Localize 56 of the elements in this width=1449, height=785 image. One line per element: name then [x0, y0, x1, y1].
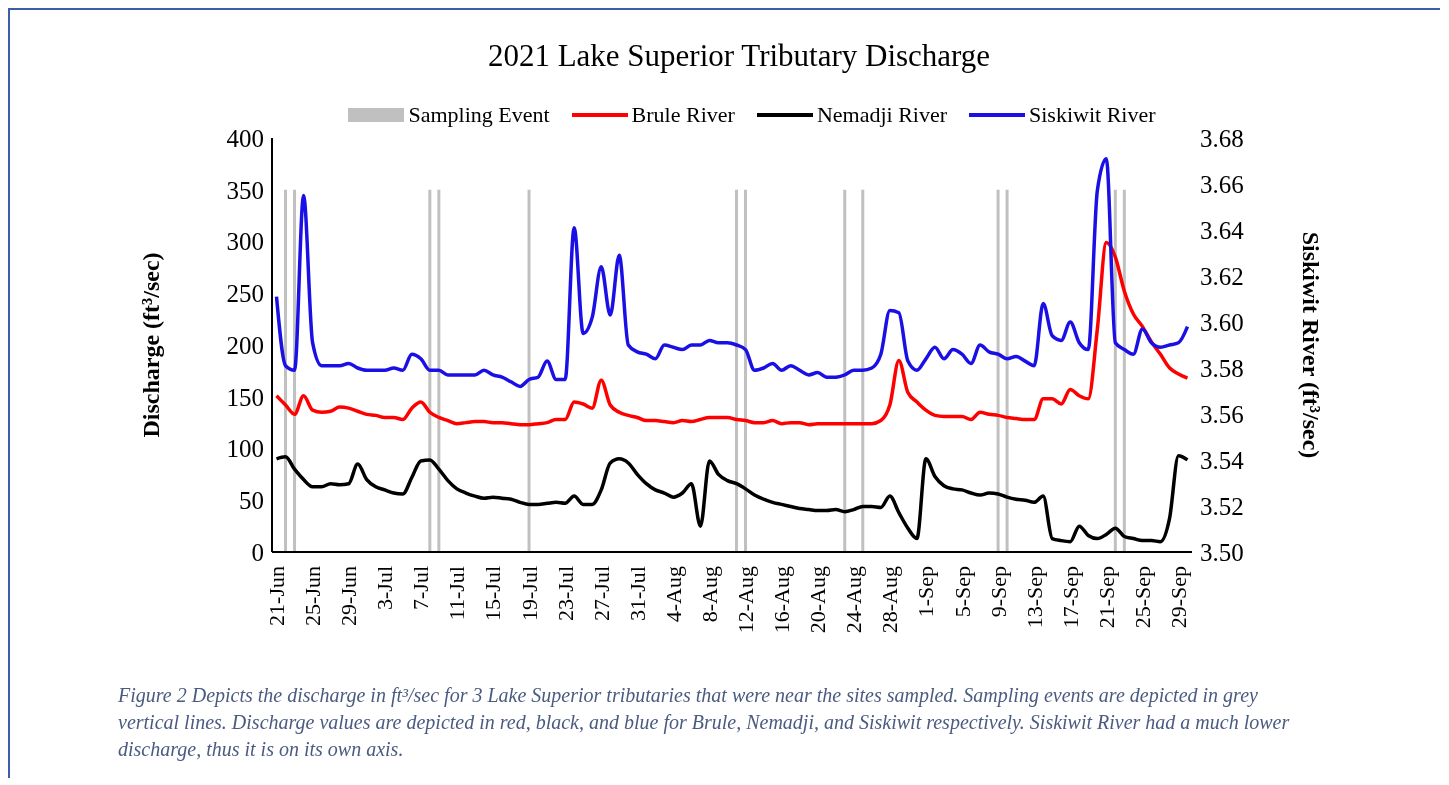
y2-tick-label: 3.50 [1200, 538, 1244, 566]
x-tick-label: 15-Jul [480, 566, 506, 621]
chart-title: 2021 Lake Superior Tributary Discharge [486, 38, 992, 74]
y2-tick-label: 3.66 [1200, 170, 1244, 198]
x-tick-label: 27-Jul [588, 566, 614, 621]
y2-tick-label: 3.62 [1200, 262, 1244, 290]
x-tick-label: 8-Aug [696, 566, 722, 623]
y-tick-label: 350 [226, 176, 264, 204]
y-tick-label: 200 [226, 331, 264, 359]
x-tick-label: 13-Sep [1021, 566, 1047, 629]
x-tick-label: 29-Jun [336, 566, 362, 626]
x-tick-label: 20-Aug [805, 566, 831, 634]
x-tick-label: 1-Sep [913, 566, 939, 618]
y-tick-label: 100 [226, 435, 264, 463]
y2-tick-label: 3.60 [1200, 308, 1244, 336]
x-tick-label: 24-Aug [841, 566, 867, 634]
y2-tick-label: 3.64 [1200, 216, 1245, 244]
x-tick-label: 21-Jun [264, 566, 290, 626]
y-tick-label: 150 [226, 383, 264, 411]
x-tick-label: 12-Aug [733, 566, 759, 634]
x-tick-label: 11-Jul [444, 566, 470, 621]
x-tick-label: 3-Jul [372, 566, 398, 610]
y2-tick-label: 3.52 [1200, 492, 1244, 520]
x-tick-label: 25-Jun [300, 566, 326, 626]
y-tick-label: 400 [226, 124, 264, 152]
x-tick-label: 7-Jul [408, 566, 434, 610]
x-tick-label: 9-Sep [985, 566, 1011, 618]
x-tick-label: 28-Aug [877, 566, 903, 634]
x-tick-label: 25-Sep [1129, 566, 1155, 629]
x-tick-label: 5-Sep [949, 566, 975, 618]
y-tick-label: 300 [226, 228, 264, 256]
y-tick-label: 50 [239, 487, 264, 515]
line-series [274, 156, 1190, 389]
y2-tick-label: 3.58 [1200, 354, 1244, 382]
x-tick-label: 19-Jul [516, 566, 542, 621]
legend-label: Brule River [631, 102, 735, 128]
x-tick-label: 29-Sep [1165, 566, 1191, 629]
line-series [274, 240, 1190, 427]
x-tick-label: 17-Sep [1057, 566, 1083, 629]
line-series [274, 454, 1190, 544]
y-tick-label: 0 [251, 538, 264, 566]
x-tick-label: 4-Aug [660, 566, 686, 623]
legend-label: Siskiwit River [1029, 102, 1156, 128]
x-tick-label: 23-Jul [552, 566, 578, 621]
y2-tick-label: 3.68 [1200, 124, 1244, 152]
y2-tick-label: 3.56 [1200, 400, 1244, 428]
x-tick-label: 31-Jul [624, 566, 650, 621]
x-tick-label: 21-Sep [1093, 566, 1119, 629]
legend-label: Sampling Event [408, 102, 550, 128]
y-tick-label: 250 [226, 280, 264, 308]
legend-label: Nemadji River [816, 102, 948, 128]
x-tick-label: 16-Aug [769, 566, 795, 634]
y2-axis-title: Siskiwit River (ft³/sec) [1298, 231, 1325, 459]
y-axis-title: Discharge (ft³/sec) [137, 252, 164, 438]
caption: Figure 2 Depicts the discharge in ft³/sec for 3 Lake Superior tributaries that were near the sites sampled. Sampling events are depicted in grey vertical lines. Discharge values are depicted in red, black, and blue for Brule, Nemadji, and Siskiwit respectively. Siskiwit River had a much lower discharge, thus it is on its own axis. [118, 683, 1291, 763]
y2-tick-label: 3.54 [1200, 446, 1245, 474]
